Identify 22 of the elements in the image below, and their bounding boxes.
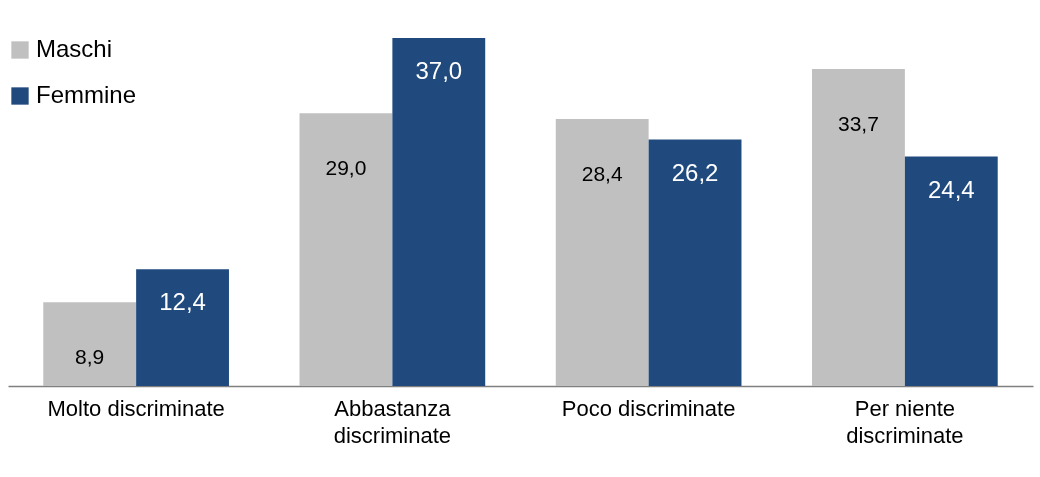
data-label: 37,0 [415,57,463,84]
data-label: 28,4 [581,161,623,185]
bar [299,113,393,386]
data-label: 26,2 [671,158,719,186]
bar [555,118,649,386]
data-label: 12,4 [159,288,206,316]
bar [136,269,229,386]
data-label: 8,9 [75,345,105,369]
bar [43,302,137,386]
x-tick-label: Abbastanza discriminate [333,395,452,448]
data-label: 29,0 [325,156,367,180]
bar [904,156,998,386]
bar [392,38,486,386]
data-label: 33,7 [838,112,879,136]
data-label: 24,4 [927,175,975,203]
bar [648,139,742,386]
x-tick-label: Per niente discriminate [846,395,964,448]
legend-label: Femmine [36,81,137,108]
legend-label: Maschi [36,35,113,62]
x-tick-label: Poco discriminate [561,395,736,421]
x-tick-label: Molto discriminate [47,395,225,421]
bar [812,69,905,386]
